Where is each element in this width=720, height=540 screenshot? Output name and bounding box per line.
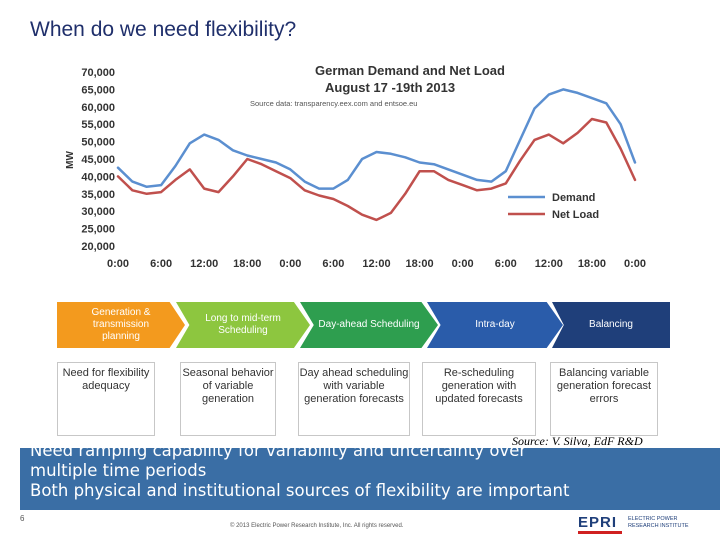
bullet-line-1a: Need ramping capability for variability …: [30, 441, 527, 460]
stage-generation-transmission-planning: Generation & transmission planning: [57, 302, 185, 348]
x-tick-label: 6:00: [150, 258, 172, 270]
slide-title: When do we need flexibility?: [30, 18, 297, 41]
x-tick-label: 0:00: [452, 258, 474, 270]
x-tick-label: 12:00: [362, 258, 390, 270]
page-number: 6: [20, 514, 25, 523]
logo-bar: [578, 531, 622, 534]
x-tick-label: 0:00: [624, 258, 646, 270]
copyright-notice: © 2013 Electric Power Research Institute…: [230, 523, 404, 529]
y-tick-label: 25,000: [81, 224, 115, 236]
chart-subtitle: August 17 -19th 2013: [325, 80, 455, 95]
bullet-band: [20, 448, 720, 510]
x-tick-label: 0:00: [279, 258, 301, 270]
demand-net-load-chart: German Demand and Net Load August 17 -19…: [65, 63, 646, 270]
x-tick-label: 18:00: [406, 258, 434, 270]
chart-legend: Demand Net Load: [508, 192, 599, 221]
epri-logo: EPRI ELECTRIC POWER RESEARCH INSTITUTE: [578, 514, 708, 536]
y-tick-label: 55,000: [81, 119, 115, 131]
x-tick-label: 18:00: [578, 258, 606, 270]
logo-line-2: RESEARCH INSTITUTE: [628, 523, 689, 529]
y-tick-label: 60,000: [81, 102, 115, 114]
stage-label: Generation & transmission planning: [91, 307, 151, 342]
y-tick-label: 20,000: [81, 241, 115, 253]
description-seasonal-behavior: Seasonal behavior of variable generation: [180, 362, 276, 436]
description-flexibility-adequacy: Need for flexibility adequacy: [57, 362, 155, 436]
legend-net-load-label: Net Load: [552, 209, 599, 221]
y-tick-label: 50,000: [81, 137, 115, 149]
y-tick-label: 45,000: [81, 154, 115, 166]
y-tick-label: 70,000: [81, 67, 115, 79]
y-tick-label: 35,000: [81, 189, 115, 201]
series-line-demand: [116, 88, 637, 190]
bullet-line-1b: multiple time periods: [30, 461, 207, 480]
chart-source-note: Source data: transparency.eex.com and en…: [250, 99, 417, 108]
stage-label: Long to mid-term Scheduling: [205, 313, 281, 336]
y-axis-label: MW: [65, 151, 76, 169]
bullet-list: Need ramping capability for variability …: [30, 441, 710, 501]
description-day-ahead-scheduling: Day ahead scheduling with variable gener…: [298, 362, 410, 436]
x-axis-ticks: 0:00 6:00 12:00 18:00 0:00 6:00 12:00 18:00 0:00…: [107, 258, 646, 270]
stage-label: Day-ahead Scheduling: [318, 319, 420, 330]
stage-intra-day: Intra-day: [427, 302, 563, 348]
x-tick-label: 0:00: [107, 258, 129, 270]
y-tick-label: 30,000: [81, 206, 115, 218]
x-tick-label: 6:00: [495, 258, 517, 270]
series-line-net-load: [116, 117, 637, 222]
logo-text: ELECTRIC POWER RESEARCH INSTITUTE: [628, 516, 689, 530]
bullet-line-2: Both physical and institutional sources …: [30, 481, 570, 500]
legend-demand-label: Demand: [552, 192, 595, 204]
y-axis-ticks: 20,000 25,000 30,000 35,000 40,000 45,000 50,0…: [81, 67, 115, 253]
chart-series: [116, 88, 637, 222]
logo-line-1: ELECTRIC POWER: [628, 516, 678, 522]
source-citation: Source: V. Silva, EdF R&D: [512, 434, 643, 448]
stage-label: Balancing: [589, 319, 633, 330]
stage-balancing: Balancing: [552, 302, 670, 348]
x-tick-label: 12:00: [190, 258, 218, 270]
logo-mark: EPRI: [578, 514, 618, 531]
x-tick-label: 12:00: [535, 258, 563, 270]
stage-label: Intra-day: [475, 319, 515, 330]
y-tick-label: 40,000: [81, 171, 115, 183]
stage-long-mid-term-scheduling: Long to mid-term Scheduling: [176, 302, 310, 348]
x-tick-label: 18:00: [233, 258, 261, 270]
description-balancing-errors: Balancing variable generation forecast e…: [550, 362, 658, 436]
x-tick-label: 6:00: [322, 258, 344, 270]
chart-title: German Demand and Net Load: [315, 63, 505, 78]
description-re-scheduling: Re-scheduling generation with updated fo…: [422, 362, 536, 436]
stage-day-ahead-scheduling: Day-ahead Scheduling: [300, 302, 438, 348]
y-tick-label: 65,000: [81, 84, 115, 96]
